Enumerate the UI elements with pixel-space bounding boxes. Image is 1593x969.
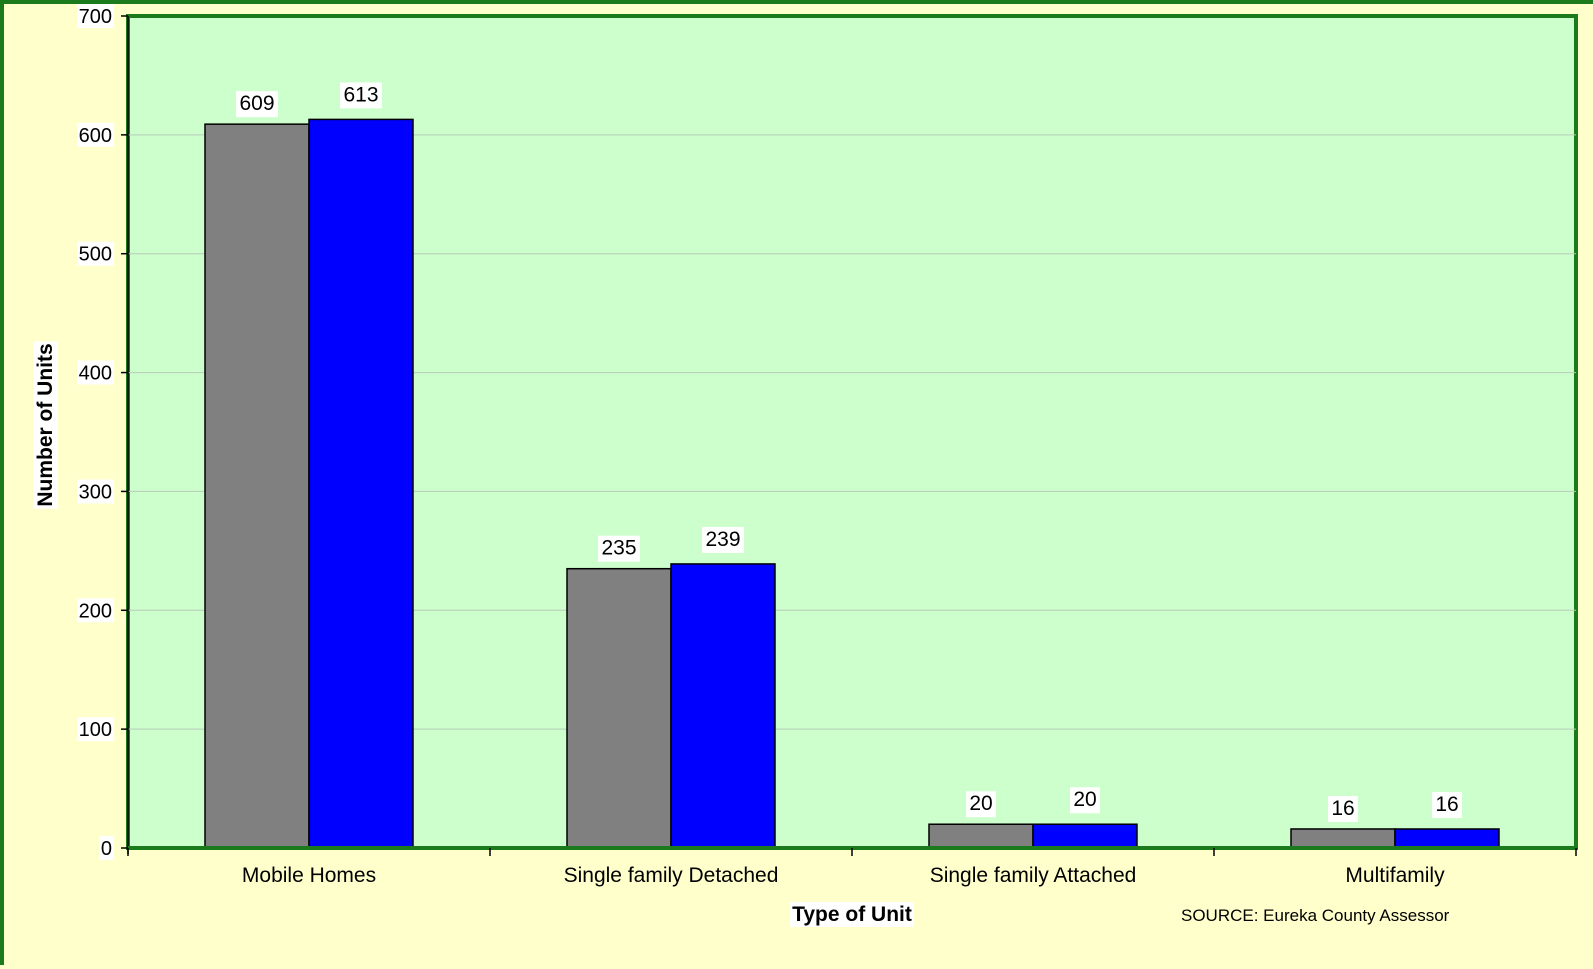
data-label-bg (966, 791, 996, 818)
y-tick-label-bg (77, 122, 114, 147)
data-label: 16 (1331, 797, 1354, 820)
y-tick-label: 200 (79, 600, 112, 622)
y-tick-label: 700 (79, 6, 112, 28)
y-tick-label-bg (77, 479, 114, 504)
bar (1394, 828, 1500, 849)
data-label: 609 (239, 92, 274, 115)
x-tick-label: Mobile Homes (242, 864, 376, 887)
source-note: SOURCE: Eureka County Assessor (1181, 906, 1450, 925)
y-tick-label: 300 (79, 481, 112, 503)
labels: 0 100 200 300 400 500 600 700 Mobile Homes 609 613… (77, 4, 1462, 887)
axes (121, 15, 1577, 856)
bar-chart: 0 100 200 300 400 500 600 700 Mobile Homes 609 613… (4, 4, 1593, 969)
data-label-bg (236, 91, 278, 118)
data-label-bg (1432, 791, 1462, 818)
data-label-bg (702, 526, 744, 553)
xlabel-bg (790, 902, 914, 927)
x-axis-title: Type of Unit (792, 903, 912, 926)
y-tick-label-bg (77, 241, 114, 266)
bar (1290, 828, 1396, 849)
x-tick-label: Single family Attached (930, 864, 1137, 887)
x-tick-label: Multifamily (1345, 864, 1445, 887)
data-label-bg (340, 82, 382, 109)
bar (1032, 823, 1138, 849)
y-tick-label-bg (77, 598, 114, 623)
x-tick-label: Single family Detached (564, 864, 779, 887)
source-bg (1179, 905, 1452, 926)
y-tick-label: 600 (79, 125, 112, 147)
y-tick-label-bg (77, 360, 114, 385)
bar (566, 567, 672, 849)
data-label-bg (598, 535, 640, 562)
bar (204, 123, 310, 849)
data-label: 613 (343, 83, 378, 106)
bar (928, 823, 1034, 849)
bar (308, 118, 414, 849)
data-label-bg (1328, 795, 1358, 822)
y-tick-label: 100 (79, 719, 112, 741)
y-tick-label-bg (77, 717, 114, 742)
y-tick-label: 400 (79, 363, 112, 385)
y-axis-title: Number of Units (34, 343, 57, 506)
data-label: 235 (601, 537, 636, 560)
y-tick-label: 0 (101, 838, 112, 860)
data-label: 20 (1073, 788, 1096, 811)
y-tick-label: 500 (79, 244, 112, 266)
data-label: 20 (969, 792, 992, 815)
data-label: 239 (705, 528, 740, 551)
data-label: 16 (1435, 793, 1458, 816)
bar (670, 563, 776, 849)
bars (204, 118, 1500, 849)
y-tick-label-bg (99, 836, 114, 860)
data-label-bg (1070, 787, 1100, 814)
y-tick-label-bg (77, 4, 114, 28)
ylabel-bg (33, 341, 58, 509)
